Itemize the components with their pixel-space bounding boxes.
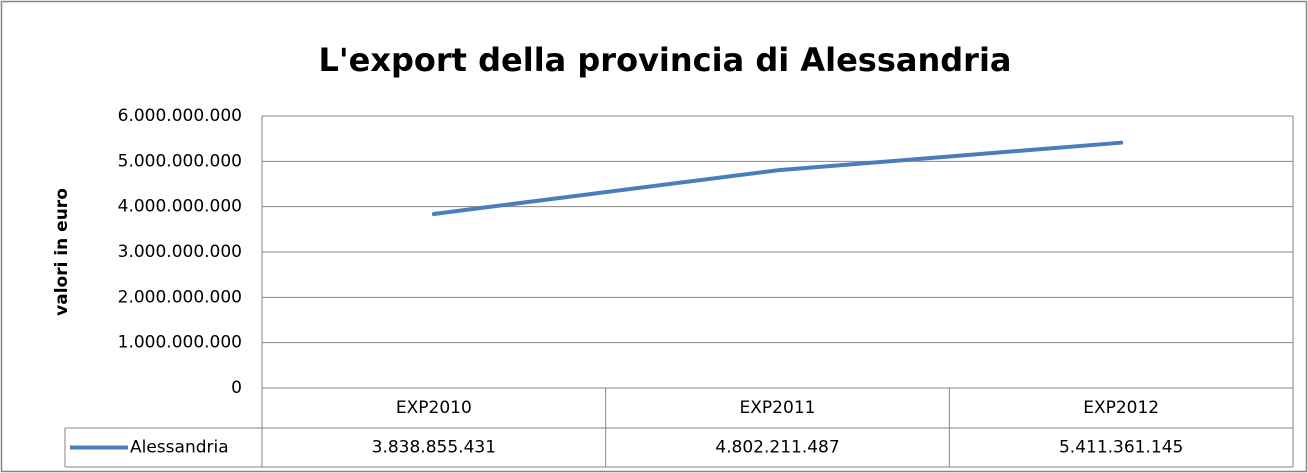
y-tick-label: 5.000.000.000 [118, 151, 242, 171]
x-tick-label: EXP2012 [1083, 398, 1159, 418]
y-tick-label: 3.000.000.000 [118, 242, 242, 262]
y-tick-label: 0 [231, 378, 242, 398]
x-tick-label: EXP2010 [396, 398, 472, 418]
x-tick-label: EXP2011 [740, 398, 816, 418]
data-label: 3.838.855.431 [372, 438, 496, 458]
chart-title: L'export della provincia di Alessandria [318, 41, 1011, 79]
line-series [431, 140, 1124, 216]
legend-label: Alessandria [130, 438, 229, 458]
y-tick-label: 4.000.000.000 [118, 197, 242, 217]
y-tick-label: 6.000.000.000 [118, 106, 242, 126]
data-label: 5.411.361.145 [1059, 438, 1183, 458]
y-axis-label: valori in euro [52, 188, 72, 316]
y-tick-label: 1.000.000.000 [118, 333, 242, 353]
data-label: 4.802.211.487 [715, 438, 839, 458]
y-tick-label: 2.000.000.000 [118, 287, 242, 307]
